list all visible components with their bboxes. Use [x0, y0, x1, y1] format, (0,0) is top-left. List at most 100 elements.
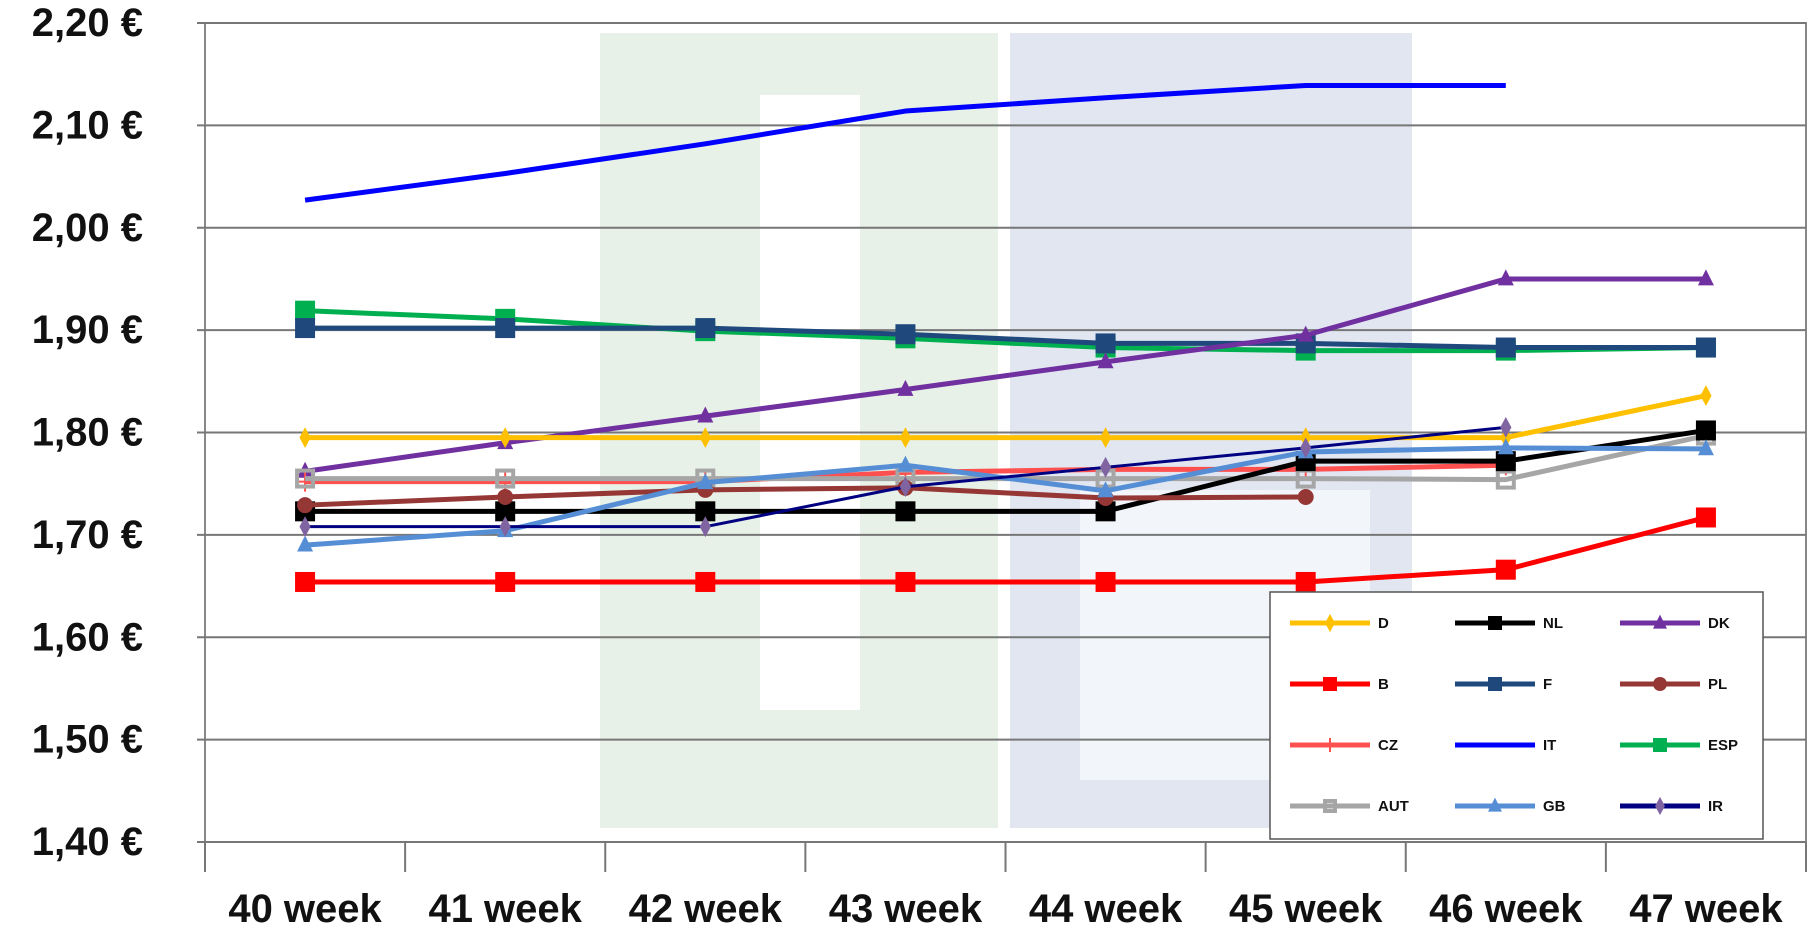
legend-item-esp: ESP	[1620, 737, 1738, 754]
data-point-b	[295, 571, 316, 592]
data-point-dk	[1297, 325, 1314, 342]
x-tick-label: 43 week	[829, 887, 983, 931]
data-point-d	[899, 427, 912, 449]
legend-marker	[1653, 738, 1667, 752]
data-point-f	[495, 318, 516, 339]
data-point-pl	[1297, 488, 1314, 505]
data-point-b	[1695, 507, 1716, 528]
data-point-gb	[697, 473, 714, 490]
legend-marker	[1653, 677, 1667, 691]
data-point-dk	[1497, 269, 1514, 286]
data-point-f	[295, 318, 316, 339]
legend-item-nl: NL	[1455, 615, 1563, 632]
legend-marker	[1488, 616, 1502, 630]
data-point-f	[895, 324, 916, 345]
legend-label: IT	[1543, 737, 1556, 754]
data-point-nl	[1495, 451, 1516, 472]
series-line-b	[305, 515, 1707, 585]
legend-marker	[1488, 797, 1502, 812]
y-tick-label: 2,10 €	[32, 103, 143, 147]
data-point-ir	[1099, 456, 1112, 478]
x-tick-label: 41 week	[428, 887, 582, 931]
legend-item-gb: GB	[1455, 797, 1566, 815]
x-tick-label: 45 week	[1229, 887, 1383, 931]
series-line-nl	[305, 427, 1707, 514]
data-point-d	[1700, 385, 1712, 407]
data-point-dk	[1097, 352, 1114, 369]
data-point-ir	[699, 516, 711, 538]
series-line-dk	[304, 276, 1706, 474]
series-line-f	[305, 325, 1706, 351]
series-f	[295, 318, 1716, 358]
data-point-b	[1295, 571, 1316, 592]
legend-item-pl: PL	[1620, 676, 1727, 693]
y-tick-label: 1,40 €	[32, 820, 143, 864]
legend-label: D	[1378, 615, 1389, 632]
legend-label: CZ	[1378, 737, 1398, 754]
y-tick-label: 1,70 €	[32, 513, 143, 557]
x-tick-label: 44 week	[1029, 887, 1183, 931]
data-point-gb	[297, 535, 314, 552]
legend-label: GB	[1543, 798, 1566, 815]
legend-label: F	[1543, 676, 1552, 693]
legend-label: ESP	[1708, 737, 1738, 754]
data-point-ir	[1500, 416, 1512, 438]
x-tick-label: 42 week	[629, 887, 783, 931]
series-it	[304, 82, 1506, 203]
legend-item-b: B	[1290, 676, 1389, 693]
data-point-dk	[1697, 269, 1714, 286]
data-point-dk	[697, 406, 714, 423]
y-tick-label: 1,90 €	[32, 308, 143, 352]
data-point-b	[1495, 559, 1516, 580]
data-point-d	[1099, 427, 1112, 449]
legend: D NL DK B F PL CZ IT ESP AUT GB IR	[1269, 591, 1764, 840]
legend-marker	[1323, 677, 1337, 691]
data-point-nl	[1095, 501, 1116, 522]
data-point-esp	[295, 300, 316, 321]
data-point-d	[299, 427, 311, 449]
data-point-aut	[1495, 469, 1516, 490]
legend-marker	[1655, 796, 1665, 816]
data-point-nl	[895, 501, 916, 522]
data-point-gb	[1097, 481, 1114, 498]
data-point-f	[695, 318, 716, 339]
y-tick-label: 2,00 €	[32, 206, 143, 250]
series-line-esp	[304, 308, 1706, 354]
series-group	[295, 82, 1716, 592]
legend-label: NL	[1543, 615, 1563, 632]
legend-item-d: D	[1290, 613, 1389, 633]
data-point-ir	[1300, 437, 1312, 459]
watermark	[600, 33, 1412, 828]
y-tick-label: 1,80 €	[32, 411, 143, 455]
data-point-f	[1695, 337, 1716, 358]
legend-item-aut: AUT	[1290, 798, 1409, 815]
x-tick-label: 47 week	[1629, 887, 1783, 931]
data-point-b	[1095, 571, 1116, 592]
legend-label: AUT	[1378, 798, 1409, 815]
y-tick-label: 2,20 €	[32, 1, 143, 45]
data-point-gb	[1497, 438, 1514, 455]
data-point-b	[695, 571, 716, 592]
data-point-nl	[495, 501, 516, 522]
legend-item-ir: IR	[1620, 796, 1723, 816]
series-line-pl	[304, 485, 1306, 508]
data-point-nl	[695, 501, 716, 522]
data-point-d	[699, 427, 711, 449]
series-b	[295, 507, 1716, 592]
legend-item-dk: DK	[1620, 614, 1730, 632]
data-point-f	[1095, 333, 1116, 354]
data-point-aut	[495, 468, 516, 489]
legend-marker	[1653, 614, 1667, 629]
series-nl	[295, 420, 1716, 522]
data-point-dk	[897, 379, 914, 396]
x-axis-ticks: 40 week 41 week 42 week 43 week 44 week 45 we…	[228, 887, 1783, 931]
data-point-ir	[899, 476, 912, 498]
series-pl	[297, 479, 1314, 514]
y-tick-label: 1,50 €	[32, 718, 143, 762]
data-point-aut	[295, 468, 316, 489]
series-ir	[299, 416, 1512, 538]
x-tick-label: 46 week	[1429, 887, 1583, 931]
data-point-f	[1495, 337, 1516, 358]
legend-item-cz: CZ	[1290, 737, 1398, 754]
